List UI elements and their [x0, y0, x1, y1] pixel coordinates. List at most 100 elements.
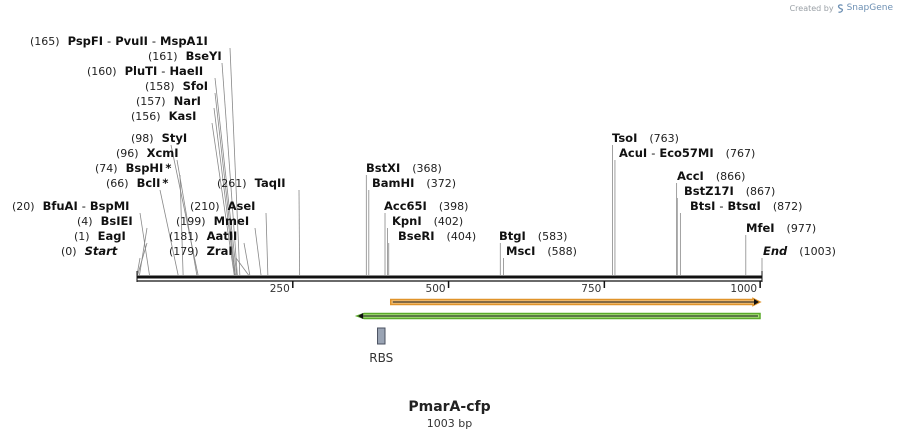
enzyme-name: PluTI	[125, 64, 158, 78]
enzyme-name: BsIEI	[101, 214, 133, 228]
enzyme-name: BtsαI	[728, 199, 761, 213]
enzyme-name: BspHI	[126, 161, 164, 175]
site-label[interactable]: (160) PluTI - HaeII	[87, 64, 203, 78]
credit-brand: SnapGene	[846, 3, 893, 13]
site-label[interactable]: (4) BsIEI	[77, 214, 133, 228]
site-position: (160)	[87, 65, 117, 78]
enzyme-name: BstZ17I	[684, 184, 734, 198]
enzyme-name: End	[763, 244, 788, 258]
site-label[interactable]: BtgI (583)	[499, 229, 567, 243]
site-label[interactable]: AccI (866)	[677, 169, 745, 183]
site-position: (867)	[746, 185, 776, 198]
site-position: (872)	[773, 200, 803, 213]
site-label[interactable]: (1) EagI	[74, 229, 126, 243]
site-position: (165)	[30, 35, 60, 48]
site-label[interactable]: (66) BclI *	[106, 176, 168, 190]
enzyme-name: BseRI	[398, 229, 435, 243]
site-label[interactable]: (20) BfuAI - BspMI	[12, 199, 129, 213]
enzyme-name: AcuI	[619, 146, 647, 160]
enzyme-name: BamHI	[372, 176, 414, 190]
site-label[interactable]: MscI (588)	[506, 244, 577, 258]
enzyme-name: PspFI	[68, 34, 103, 48]
site-label[interactable]: (98) StyI	[131, 131, 187, 145]
site-label[interactable]: (96) XcmI	[116, 146, 179, 160]
site-label[interactable]: (0) Start	[61, 244, 118, 258]
snapgene-credit: Created by SnapGene	[790, 3, 893, 13]
site-label[interactable]: MfeI (977)	[746, 221, 816, 235]
site-label[interactable]: (165) PspFI - PvuII - MspA1I	[30, 34, 208, 48]
site-label[interactable]: (179) ZraI	[169, 244, 233, 258]
enzyme-name: BstXI	[366, 161, 400, 175]
tick-label: 250	[270, 283, 290, 295]
site-position: (161)	[148, 50, 178, 63]
site-position: (404)	[447, 230, 477, 243]
site-leader-line	[298, 189, 301, 276]
site-leader-line	[229, 47, 241, 276]
site-leader-line	[139, 227, 148, 276]
site-label[interactable]: AcuI - Eco57MI (767)	[619, 146, 755, 160]
credit-prefix: Created by	[789, 3, 834, 13]
site-label[interactable]: (181) AatII	[169, 229, 237, 243]
rbs-label: RBS	[369, 351, 393, 365]
enzyme-name: BtsI	[690, 199, 715, 213]
site-position: (20)	[12, 200, 35, 213]
site-label[interactable]: (156) KasI	[131, 109, 196, 123]
site-label[interactable]: (261) TaqII	[217, 176, 286, 190]
site-position: (98)	[131, 132, 154, 145]
site-label[interactable]: BtsI - BtsαI (872)	[690, 199, 802, 213]
site-position: (588)	[547, 245, 577, 258]
site-label[interactable]: KpnI (402)	[392, 214, 463, 228]
enzyme-name: AccI	[677, 169, 704, 183]
name-separator: -	[719, 199, 723, 213]
enzyme-name: TaqII	[255, 176, 286, 190]
feature-forward-arrowhead	[754, 299, 759, 305]
enzyme-name: NarI	[174, 94, 201, 108]
site-label[interactable]: End (1003)	[763, 244, 836, 258]
name-separator: -	[152, 34, 156, 48]
site-label[interactable]: (161) BseYI	[148, 49, 222, 63]
tick-label: 750	[581, 283, 601, 295]
methylation-star: *	[162, 176, 168, 190]
site-label[interactable]: TsoI (763)	[612, 131, 679, 145]
name-separator: -	[107, 34, 111, 48]
site-label[interactable]: BstXI (368)	[366, 161, 442, 175]
site-position: (66)	[106, 177, 129, 190]
enzyme-name: StyI	[162, 131, 188, 145]
enzyme-name: MmeI	[214, 214, 250, 228]
site-position: (0)	[61, 245, 77, 258]
enzyme-name: MfeI	[746, 221, 775, 235]
site-position: (977)	[787, 222, 817, 235]
site-position: (210)	[190, 200, 220, 213]
enzyme-name: BtgI	[499, 229, 526, 243]
site-position: (1)	[74, 230, 90, 243]
enzyme-name: Start	[85, 244, 118, 258]
site-label[interactable]: (157) NarI	[136, 94, 201, 108]
enzyme-name: AatII	[207, 229, 238, 243]
site-label[interactable]: (210) AseI	[190, 199, 255, 213]
name-separator: -	[161, 64, 165, 78]
site-position: (402)	[434, 215, 464, 228]
enzyme-name: AseI	[228, 199, 256, 213]
site-label[interactable]: Acc65I (398)	[384, 199, 468, 213]
site-position: (199)	[176, 215, 206, 228]
enzyme-name: EagI	[98, 229, 126, 243]
site-position: (866)	[716, 170, 746, 183]
enzyme-name: Acc65I	[384, 199, 427, 213]
site-position: (179)	[169, 245, 199, 258]
site-label[interactable]: (74) BspHI *	[95, 161, 171, 175]
site-label[interactable]: BstZ17I (867)	[684, 184, 775, 198]
site-label[interactable]: BseRI (404)	[398, 229, 476, 243]
site-label[interactable]: (199) MmeI	[176, 214, 249, 228]
enzyme-name: ZraI	[207, 244, 233, 258]
methylation-star: *	[165, 161, 171, 175]
enzyme-name: KasI	[169, 109, 197, 123]
rbs-feature-box[interactable]	[377, 327, 386, 345]
site-label[interactable]: (158) SfoI	[145, 79, 208, 93]
site-position: (96)	[116, 147, 139, 160]
enzyme-name: BseYI	[186, 49, 222, 63]
site-label[interactable]: BamHI (372)	[372, 176, 456, 190]
site-leader-line	[159, 189, 179, 276]
site-leader-line	[235, 257, 249, 276]
enzyme-name: Eco57MI	[659, 146, 713, 160]
